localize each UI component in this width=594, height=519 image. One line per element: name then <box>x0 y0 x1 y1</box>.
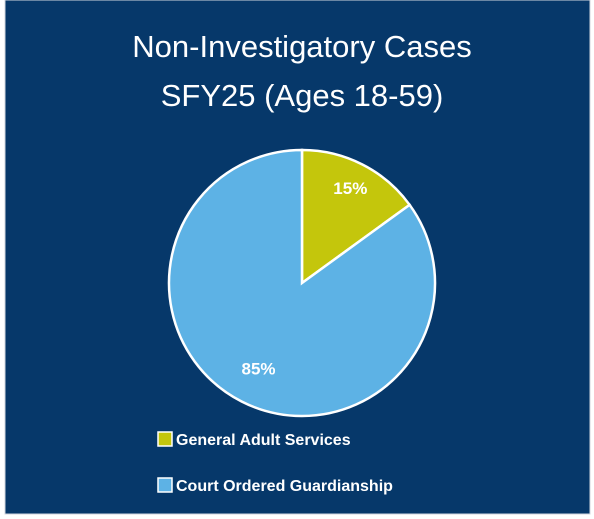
pie-slice <box>167 148 437 418</box>
data-label: 85% <box>242 359 276 378</box>
data-label: 15% <box>333 179 367 198</box>
legend: General Adult Services Court Ordered Guar… <box>157 431 393 495</box>
chart-title: SFY25 (Ages 18-59) <box>161 78 444 113</box>
legend-swatch <box>157 477 173 493</box>
legend-swatch <box>157 431 173 447</box>
pie: 15% 85% <box>167 148 437 418</box>
legend-label: Court Ordered Guardianship <box>176 478 393 495</box>
pie-slice <box>300 148 412 286</box>
chart-title: Non-Investigatory Cases <box>132 29 471 64</box>
legend-label: General Adult Services <box>176 432 351 449</box>
